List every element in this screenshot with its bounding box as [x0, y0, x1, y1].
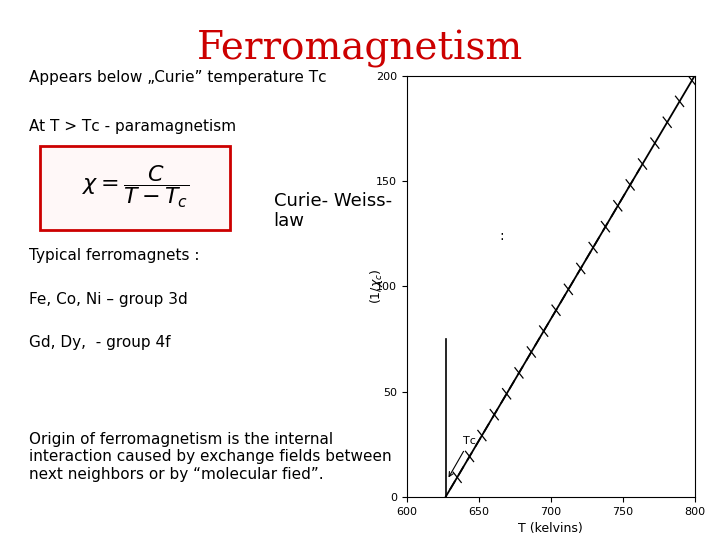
Text: $(1/\chi_c)$: $(1/\chi_c)$: [368, 268, 385, 304]
Text: Appears below „Curie” temperature Tᴄ: Appears below „Curie” temperature Tᴄ: [29, 70, 326, 85]
Text: Curie- Weiss-
law: Curie- Weiss- law: [274, 192, 392, 231]
Text: Fe, Co, Ni – group 3d: Fe, Co, Ni – group 3d: [29, 292, 187, 307]
Text: At T > Tᴄ - paramagnetism: At T > Tᴄ - paramagnetism: [29, 119, 236, 134]
X-axis label: T (kelvins): T (kelvins): [518, 522, 583, 535]
Text: Tᴄ: Tᴄ: [449, 436, 476, 476]
Text: Origin of ferromagnetism is the internal
interaction caused by exchange fields b: Origin of ferromagnetism is the internal…: [29, 432, 392, 482]
Text: Gd, Dy,  - group 4f: Gd, Dy, - group 4f: [29, 335, 171, 350]
Text: Ferromagnetism: Ferromagnetism: [197, 30, 523, 68]
Text: $\chi = \dfrac{C}{T - T_c}$: $\chi = \dfrac{C}{T - T_c}$: [82, 163, 189, 210]
Text: Typical ferromagnets :: Typical ferromagnets :: [29, 248, 199, 264]
Text: :: :: [500, 229, 504, 243]
